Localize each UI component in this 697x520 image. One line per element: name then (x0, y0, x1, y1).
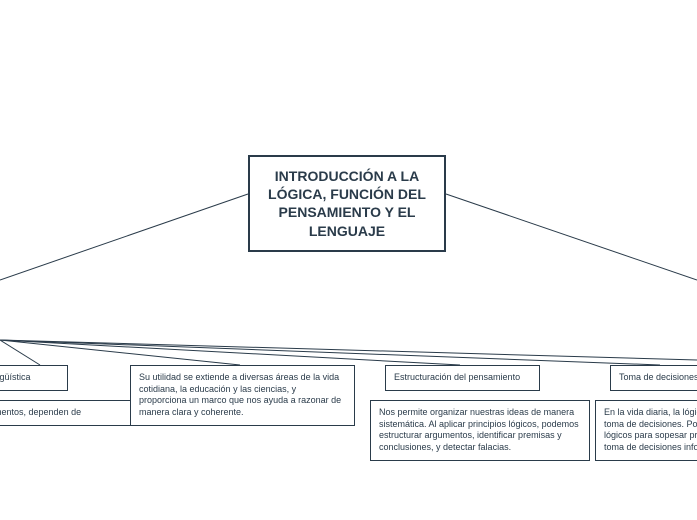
root-label: INTRODUCCIÓN A LA LÓGICA, FUNCIÓN DEL PE… (268, 168, 426, 239)
node-n4b[interactable]: En la vida diaria, la lógica juega un pa… (595, 400, 697, 461)
node-n1b[interactable]: y argumentos, dependen de (0, 400, 140, 426)
node-label: En la vida diaria, la lógica juega un pa… (604, 407, 697, 452)
node-label: aje y lingüística (0, 372, 31, 382)
node-n3[interactable]: Estructuración del pensamiento (385, 365, 540, 391)
node-label: y argumentos, dependen de (0, 407, 81, 417)
mindmap-canvas: INTRODUCCIÓN A LA LÓGICA, FUNCIÓN DEL PE… (0, 0, 697, 520)
node-label: Su utilidad se extiende a diversas áreas… (139, 372, 341, 417)
node-label: Nos permite organizar nuestras ideas de … (379, 407, 579, 452)
connector-lines (0, 0, 697, 520)
node-n3b[interactable]: Nos permite organizar nuestras ideas de … (370, 400, 590, 461)
node-n4[interactable]: Toma de decisiones (610, 365, 697, 391)
node-label: Toma de decisiones (619, 372, 697, 382)
node-n2[interactable]: Su utilidad se extiende a diversas áreas… (130, 365, 355, 426)
node-label: Estructuración del pensamiento (394, 372, 520, 382)
node-n1[interactable]: aje y lingüística (0, 365, 68, 391)
root-node[interactable]: INTRODUCCIÓN A LA LÓGICA, FUNCIÓN DEL PE… (248, 155, 446, 252)
